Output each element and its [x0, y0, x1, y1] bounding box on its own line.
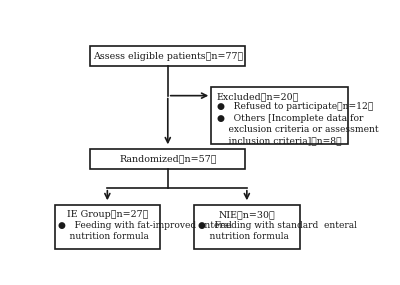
- Bar: [90, 149, 245, 169]
- Text: nutrition formula: nutrition formula: [198, 232, 289, 241]
- Text: inclusion criteria]（n=8）: inclusion criteria]（n=8）: [217, 137, 342, 145]
- Bar: [211, 87, 348, 144]
- Text: Assess eligible patients（n=77）: Assess eligible patients（n=77）: [93, 52, 243, 61]
- Text: IE Group（n=27）: IE Group（n=27）: [67, 210, 148, 219]
- Text: ●   Feeding with standard  enteral: ● Feeding with standard enteral: [198, 221, 357, 230]
- Bar: [90, 46, 245, 66]
- Text: Excluded（n=20）: Excluded（n=20）: [217, 92, 299, 101]
- Text: nutrition formula: nutrition formula: [58, 232, 149, 241]
- Text: ●   Others [Incomplete data for: ● Others [Incomplete data for: [217, 114, 363, 123]
- Bar: [194, 205, 300, 249]
- Text: ●   Feeding with fat-improved enteral: ● Feeding with fat-improved enteral: [58, 221, 232, 230]
- Bar: [55, 205, 160, 249]
- Text: ●   Refused to participate（n=12）: ● Refused to participate（n=12）: [217, 102, 373, 111]
- Text: NIE（n=30）: NIE（n=30）: [218, 210, 275, 219]
- Text: exclusion criteria or assessment: exclusion criteria or assessment: [217, 125, 378, 134]
- Text: Randomized（n=57）: Randomized（n=57）: [119, 155, 216, 164]
